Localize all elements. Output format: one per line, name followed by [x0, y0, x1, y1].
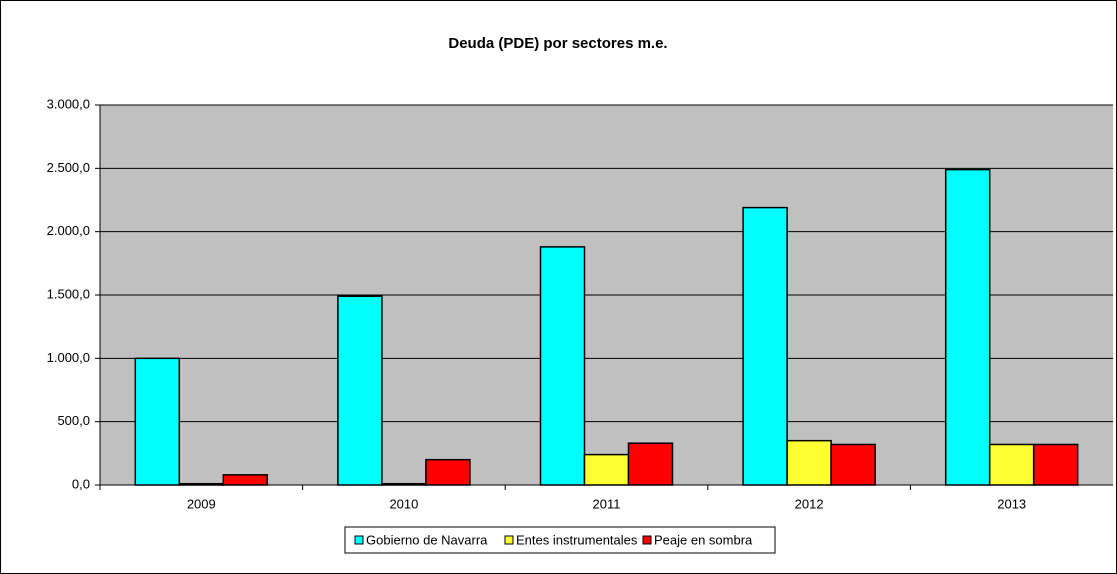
- legend-swatch: [354, 535, 364, 545]
- legend-swatch: [642, 535, 652, 545]
- bar: [425, 458, 471, 486]
- bar: [742, 206, 788, 486]
- x-tick-label: 2009: [187, 496, 216, 511]
- bar: [134, 357, 181, 486]
- bar: [786, 439, 832, 486]
- legend-swatch: [504, 535, 514, 545]
- legend-label: Peaje en sombra: [654, 532, 753, 547]
- y-tick-label: 3.000,0: [47, 96, 90, 111]
- bar: [944, 168, 991, 486]
- x-tick-label: 2011: [593, 496, 621, 511]
- chart-title: Deuda (PDE) por sectores m.e.: [448, 35, 667, 52]
- bar: [988, 443, 1035, 486]
- bar: [539, 246, 586, 486]
- y-tick-label: 0,0: [72, 476, 90, 491]
- bar: [222, 474, 269, 486]
- y-tick-label: 1.500,0: [47, 286, 90, 301]
- legend-label: Gobierno de Navarra: [366, 532, 488, 547]
- y-tick-label: 500,0: [57, 413, 90, 428]
- bar: [337, 295, 383, 486]
- y-tick-label: 2.500,0: [47, 160, 90, 175]
- y-tick-label: 2.000,0: [47, 223, 90, 238]
- bar: [830, 443, 876, 486]
- bar: [583, 453, 630, 486]
- x-tick-label: 2013: [997, 496, 1026, 511]
- legend-label: Entes instrumentales: [516, 532, 638, 547]
- legend-box: [344, 526, 776, 554]
- bar: [627, 442, 674, 486]
- y-tick-label: 1.000,0: [47, 350, 90, 365]
- x-tick-label: 2012: [795, 496, 824, 511]
- x-tick-label: 2010: [389, 496, 418, 511]
- bar: [1032, 443, 1079, 486]
